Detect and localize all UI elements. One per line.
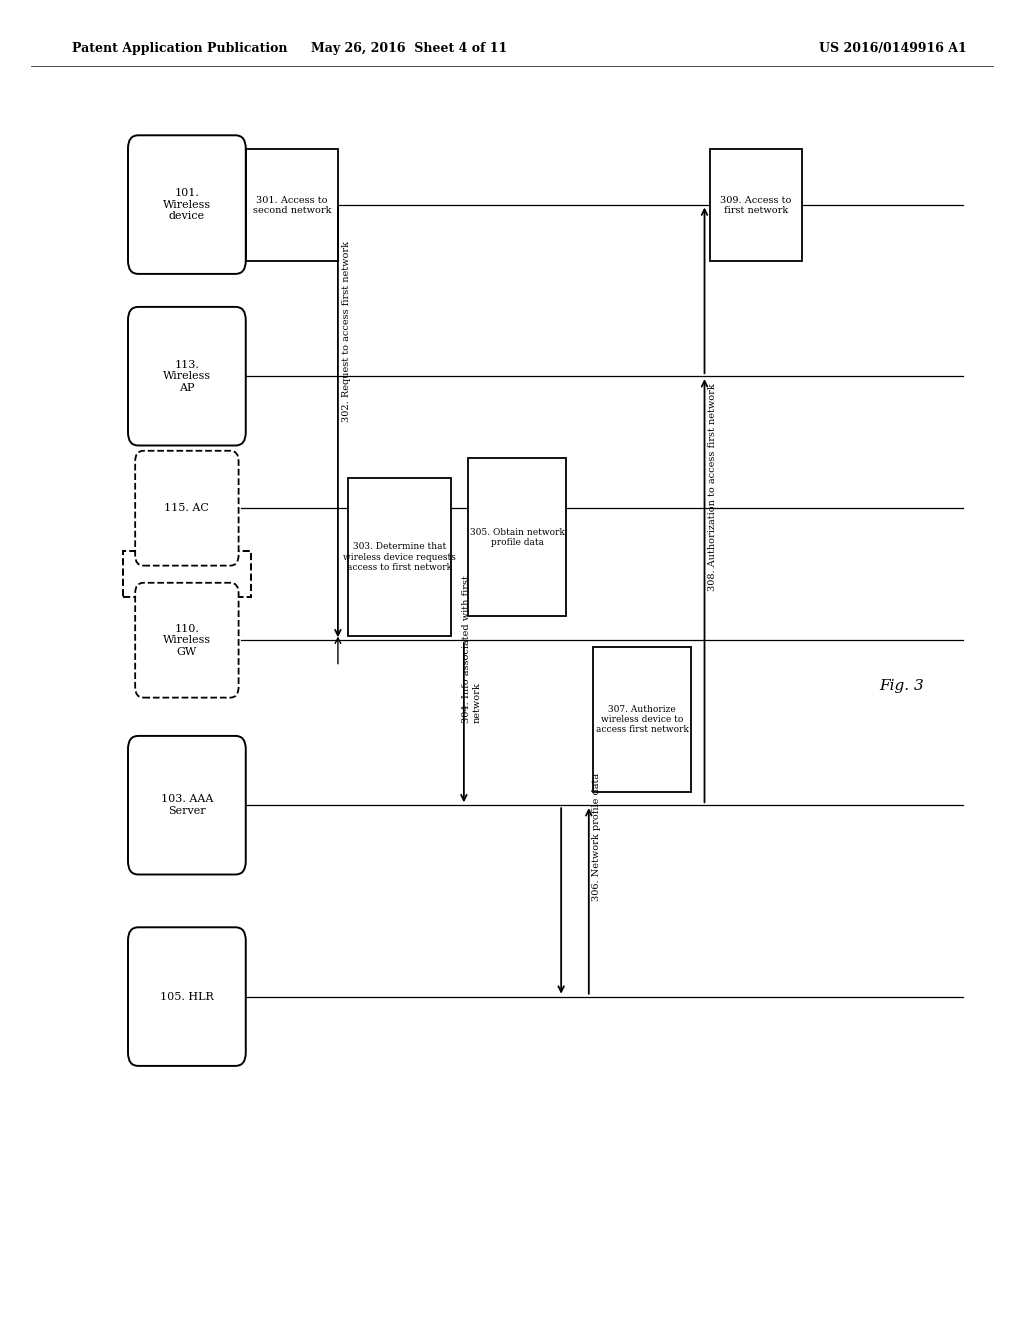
Text: 305. Obtain network
profile data: 305. Obtain network profile data [470,528,564,546]
Text: 101.
Wireless
device: 101. Wireless device [163,187,211,222]
Bar [123,552,251,597]
Bar [710,149,802,261]
Text: 304. Info associated with first
network: 304. Info associated with first network [463,574,481,722]
Text: 103. AAA
Server: 103. AAA Server [161,795,213,816]
Text: 309. Access to
first network: 309. Access to first network [720,195,792,215]
Text: 110.
Wireless
GW: 110. Wireless GW [163,623,211,657]
FancyBboxPatch shape [128,927,246,1067]
Text: 308. Authorization to access first network: 308. Authorization to access first netwo… [709,383,717,591]
FancyBboxPatch shape [128,135,246,275]
Text: 105. HLR: 105. HLR [160,991,214,1002]
Text: 302. Request to access first network: 302. Request to access first network [342,242,350,422]
FancyBboxPatch shape [135,451,239,565]
Text: 301. Access to
second network: 301. Access to second network [253,195,331,215]
FancyBboxPatch shape [128,308,246,446]
Text: 307. Authorize
wireless device to
access first network: 307. Authorize wireless device to access… [596,705,688,734]
Text: May 26, 2016  Sheet 4 of 11: May 26, 2016 Sheet 4 of 11 [311,42,508,55]
Bar [348,478,451,636]
Text: 115. AC: 115. AC [165,503,209,513]
Text: US 2016/0149916 A1: US 2016/0149916 A1 [819,42,967,55]
FancyBboxPatch shape [128,737,246,874]
Text: 303. Determine that
wireless device requests
access to first network: 303. Determine that wireless device requ… [343,543,456,572]
Text: Fig. 3: Fig. 3 [879,680,924,693]
Text: 113.
Wireless
AP: 113. Wireless AP [163,359,211,393]
Bar [246,149,338,261]
Text: 306. Network profile data: 306. Network profile data [593,772,601,900]
Bar [469,458,565,616]
FancyBboxPatch shape [135,583,239,697]
Text: Patent Application Publication: Patent Application Publication [72,42,287,55]
Bar [594,647,690,792]
